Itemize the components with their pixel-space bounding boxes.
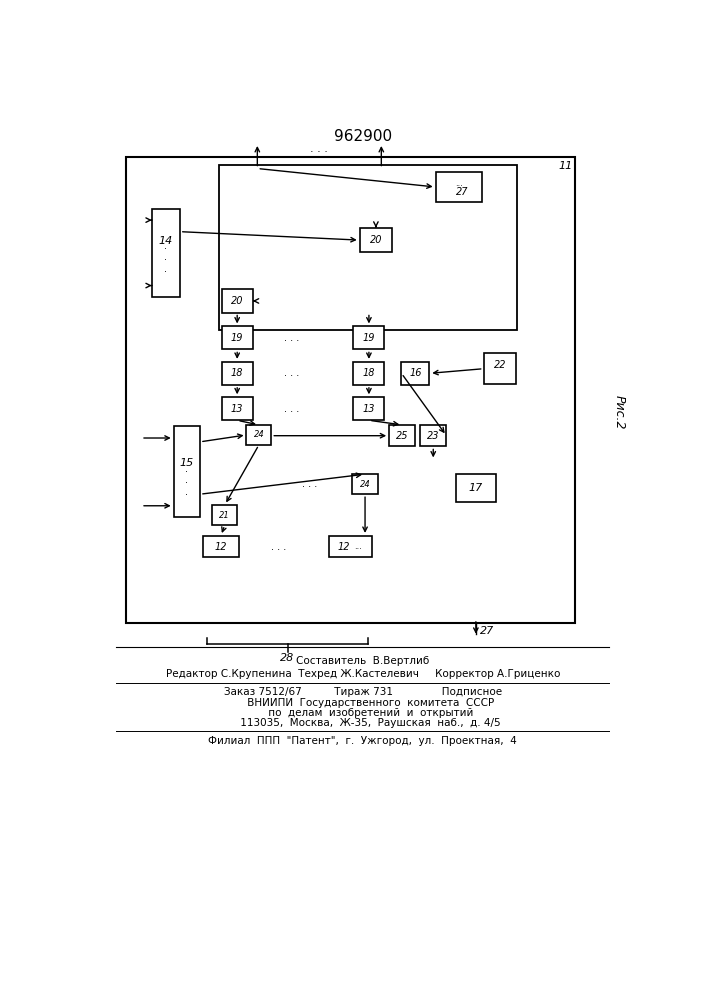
Bar [436,172,482,202]
Bar [152,209,180,297]
Text: 11: 11 [559,161,573,171]
Bar [484,353,516,384]
Text: ...: ... [354,542,362,551]
Text: 25: 25 [396,431,409,441]
Text: 19: 19 [231,333,243,343]
Bar [222,326,252,349]
Text: 19: 19 [363,333,375,343]
Bar [203,536,239,557]
Text: 18: 18 [231,368,243,378]
Text: 14: 14 [159,236,173,246]
Text: . . .: . . . [284,368,299,378]
Text: 20: 20 [370,235,382,245]
Text: 21: 21 [219,511,230,520]
Bar [212,505,237,525]
Text: 16: 16 [409,368,421,378]
Text: Заказ 7512/67          Тираж 731               Подписное: Заказ 7512/67 Тираж 731 Подписное [223,687,502,697]
Text: . . .: . . . [271,542,286,552]
Text: 23: 23 [427,431,440,441]
Text: Редактор С.Крупенина  Техред Ж.Кастелевич     Корректор А.Гриценко: Редактор С.Крупенина Техред Ж.Кастелевич… [165,669,560,679]
Text: 17: 17 [469,483,483,493]
Text: 13: 13 [231,404,243,414]
Bar [354,397,385,420]
Text: Составитель  В.Вертлиб: Составитель В.Вертлиб [296,656,429,666]
Text: 15: 15 [180,458,194,468]
Bar [247,425,271,445]
Text: ·
·
·: · · · [185,467,188,500]
Bar [402,362,429,385]
Text: . . .: . . . [284,333,299,343]
Text: . . .: . . . [284,404,299,414]
Text: Филиал  ППП  "Патент",  г.  Ужгород,  ул.  Проектная,  4: Филиал ППП "Патент", г. Ужгород, ул. Про… [209,736,517,746]
Text: 27: 27 [456,187,468,197]
Text: 13: 13 [363,404,375,414]
Bar [218,165,517,330]
Text: ...: ... [455,179,463,188]
Bar [222,289,252,312]
Text: 24: 24 [254,430,264,439]
Bar [222,362,252,385]
Text: 962900: 962900 [334,129,392,144]
Text: . . .: . . . [302,479,317,489]
Text: ·
·
·: · · · [164,244,168,277]
Bar [222,397,252,420]
Text: 27: 27 [480,626,495,636]
Bar [354,326,385,349]
Text: 18: 18 [363,368,375,378]
Text: Рис.2: Рис.2 [613,395,626,430]
Bar [420,425,446,446]
Bar [174,426,200,517]
Bar [329,536,372,557]
Text: 22: 22 [493,360,506,370]
Bar [389,425,416,446]
Bar [352,474,378,494]
Text: 12: 12 [338,542,351,552]
Text: . . .: . . . [310,144,328,154]
Text: ВНИИПИ  Государственного  комитета  СССР: ВНИИПИ Государственного комитета СССР [231,698,494,708]
Bar [126,157,575,623]
Text: 20: 20 [231,296,243,306]
Bar [360,228,392,252]
Text: 113035,  Москва,  Ж-35,  Раушская  наб.,  д. 4/5: 113035, Москва, Ж-35, Раушская наб., д. … [224,718,501,728]
Text: 24: 24 [360,480,370,489]
Text: по  делам  изобретений  и  открытий: по делам изобретений и открытий [252,708,474,718]
Bar [354,362,385,385]
Text: 28: 28 [281,653,295,663]
Bar [456,474,496,502]
Text: 12: 12 [215,542,227,552]
